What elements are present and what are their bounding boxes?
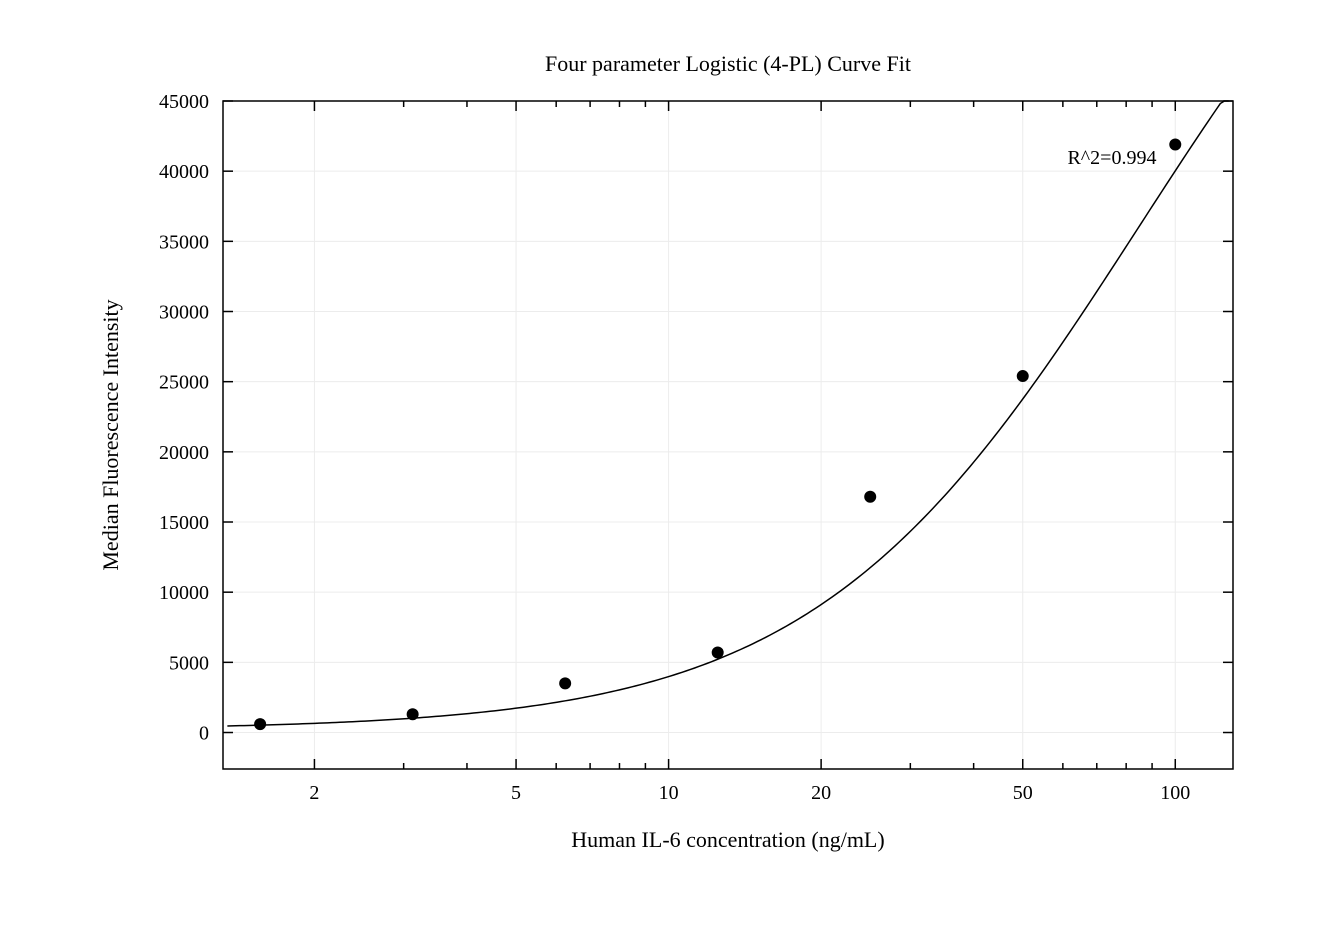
- chart-title: Four parameter Logistic (4-PL) Curve Fit: [545, 51, 911, 76]
- y-axis-label: Median Fluorescence Intensity: [98, 299, 123, 570]
- y-tick-label: 0: [199, 723, 209, 745]
- x-tick-label: 5: [511, 782, 521, 804]
- data-point-marker: [254, 718, 266, 730]
- y-tick-label: 30000: [159, 302, 209, 324]
- data-point-marker: [559, 677, 571, 689]
- y-tick-label: 5000: [169, 652, 209, 674]
- x-axis-label: Human IL-6 concentration (ng/mL): [571, 827, 884, 852]
- y-tick-label: 45000: [159, 91, 209, 113]
- data-point-marker: [864, 491, 876, 503]
- x-tick-label: 20: [811, 782, 831, 804]
- data-point-marker: [407, 708, 419, 720]
- data-point-marker: [712, 647, 724, 659]
- x-tick-label: 50: [1013, 782, 1033, 804]
- chart-canvas: 2 5 10 20 50 100 0 5000 10000 15000 20000 25000 300…: [0, 0, 1342, 936]
- x-tick-label: 2: [309, 782, 319, 804]
- y-tick-label: 25000: [159, 372, 209, 394]
- data-point-marker: [1017, 370, 1029, 382]
- y-tick-label: 10000: [159, 582, 209, 604]
- x-tick-label: 100: [1160, 782, 1190, 804]
- r-squared-annotation: R^2=0.994: [1067, 147, 1156, 169]
- y-tick-label: 20000: [159, 442, 209, 464]
- data-point-marker: [1169, 139, 1181, 151]
- y-tick-label: 15000: [159, 512, 209, 534]
- x-tick-label: 10: [659, 782, 679, 804]
- y-tick-label: 35000: [159, 231, 209, 253]
- y-tick-label: 40000: [159, 161, 209, 183]
